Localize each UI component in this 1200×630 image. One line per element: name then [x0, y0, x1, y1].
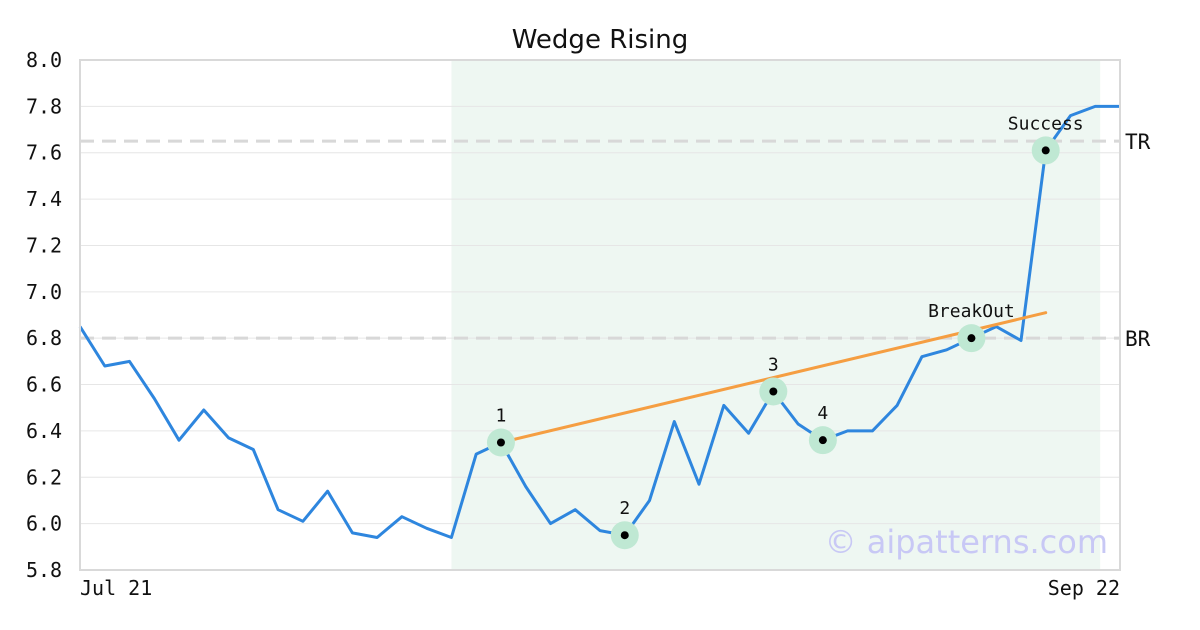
x-tick-label: Jul 21	[80, 576, 152, 600]
y-tick-label: 7.6	[26, 141, 62, 165]
y-tick-label: 7.8	[26, 94, 62, 118]
annotation-label: 1	[496, 406, 507, 427]
y-tick-label: 6.0	[26, 512, 62, 536]
y-tick-label: 6.4	[26, 419, 62, 443]
y-tick-label: 8.0	[26, 48, 62, 72]
reference-label-tr: TR	[1125, 130, 1151, 154]
marker-dot	[496, 438, 505, 447]
watermark-text: © aipatterns.com	[825, 523, 1108, 561]
y-tick-label: 6.8	[26, 326, 62, 350]
marker-dot	[1041, 146, 1050, 155]
annotation-label: 3	[768, 355, 779, 376]
y-tick-label: 7.2	[26, 233, 62, 257]
annotation-label: BreakOut	[928, 301, 1015, 322]
chart-title: Wedge Rising	[512, 25, 689, 55]
marker-dot	[769, 387, 778, 396]
x-tick-label: Sep 22	[1048, 576, 1120, 600]
marker-dot	[967, 334, 976, 343]
reference-label-br: BR	[1125, 327, 1151, 351]
y-tick-label: 6.6	[26, 373, 62, 397]
annotation-label: 2	[619, 498, 630, 519]
plot-frame	[79, 59, 1121, 571]
marker-dot	[620, 531, 629, 540]
annotation-label: 4	[817, 403, 828, 424]
y-tick-label: 5.8	[26, 558, 62, 582]
marker-dot	[818, 436, 827, 445]
pattern-region	[451, 60, 1101, 570]
y-tick-label: 7.0	[26, 280, 62, 304]
price-series-line	[78, 104, 1120, 539]
y-tick-label: 6.2	[26, 465, 62, 489]
annotation-label: Success	[1008, 113, 1084, 134]
y-tick-label: 7.4	[26, 187, 62, 211]
